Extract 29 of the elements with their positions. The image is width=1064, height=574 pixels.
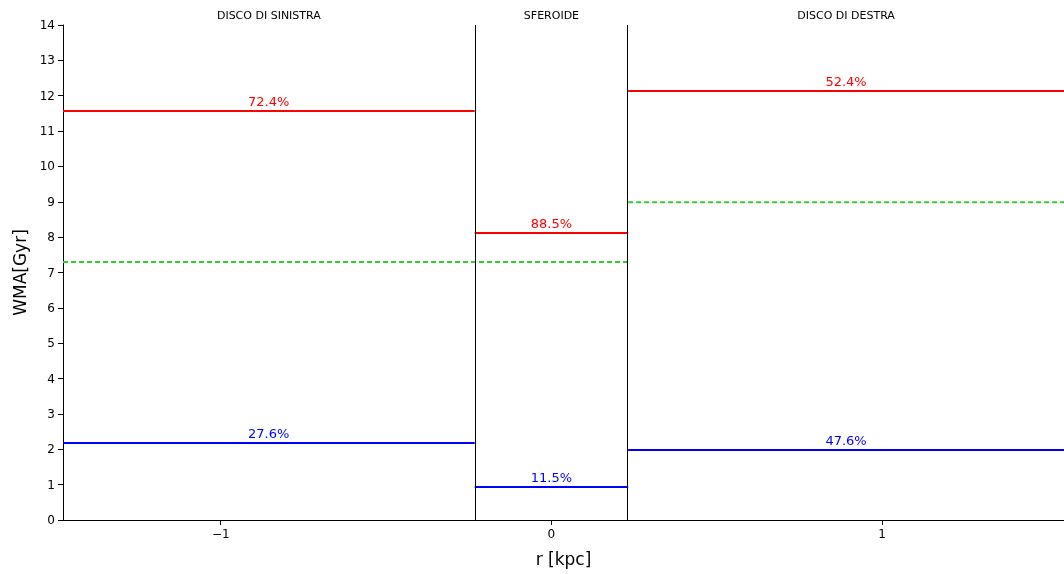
- y-tick-label: 9: [47, 194, 55, 209]
- y-tick-label: 4: [47, 371, 55, 386]
- y-tick-label: 11: [39, 124, 55, 139]
- y-tick-label: 7: [47, 265, 55, 280]
- annotation: 88.5%: [530, 215, 573, 231]
- x-axis-title: r [kpc]: [535, 548, 592, 569]
- y-axis-title: WMA[Gyr]: [10, 229, 31, 316]
- text: DISCO DI DESTRA: [797, 9, 896, 22]
- y-tick-label: 12: [39, 88, 55, 103]
- x-tick-label: 0: [547, 527, 556, 541]
- y-tick-label: 13: [39, 53, 55, 68]
- annotation: 52.4%: [825, 74, 867, 90]
- x-tick-label: 1: [878, 527, 886, 541]
- text: SFEROIDE: [523, 9, 580, 22]
- y-tick-label: 1: [47, 477, 55, 492]
- y-tick-label: 10: [39, 159, 55, 174]
- x-tick-label: −1: [211, 527, 230, 541]
- annotation: 27.6%: [248, 425, 290, 441]
- annotation: 47.6%: [825, 432, 867, 448]
- text: DISCO DI SINISTRA: [216, 9, 322, 22]
- y-tick-label: 3: [47, 406, 55, 421]
- y-tick-label: 6: [47, 300, 55, 315]
- annotation: 72.4%: [248, 93, 290, 109]
- y-tick-label: 8: [47, 230, 55, 245]
- y-tick-label: 5: [47, 336, 55, 351]
- y-tick-label: 14: [39, 18, 55, 32]
- y-tick-label: 2: [47, 442, 55, 457]
- annotation: 11.5%: [530, 470, 573, 486]
- y-tick-label: 0: [47, 513, 55, 527]
